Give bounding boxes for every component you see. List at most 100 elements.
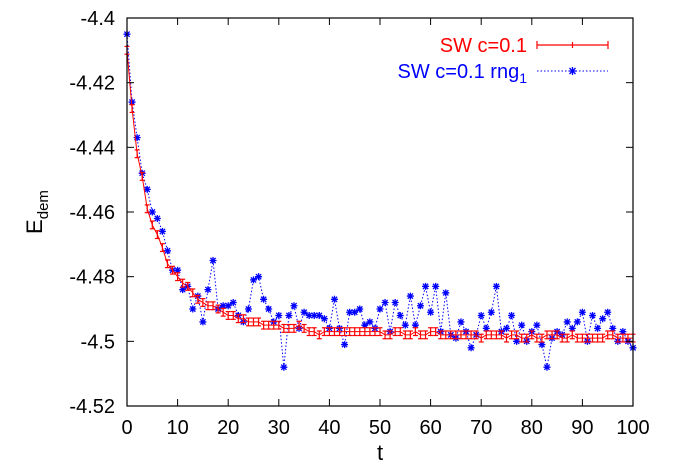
series-rng-point [599,315,607,323]
series-rng-point [422,282,430,290]
series-sw-errorbar [559,333,565,343]
legend-swatches [536,41,609,75]
series-rng-point [609,324,617,332]
series-rng-point [224,302,232,310]
series-rng-point [320,315,328,323]
series-sw-errorbar [595,333,601,343]
series-sw-errorbar [352,327,358,337]
x-tick-label: 10 [166,417,188,439]
series-sw-errorbar [544,330,550,340]
series-sw-errorbar [134,149,140,159]
y-axis-title-sub: dem [35,190,52,219]
series-sw-errorbar [281,323,287,333]
series-rng-point [163,247,171,255]
series-sw-errorbar [342,327,348,337]
series-rng-point [406,292,414,300]
series-rng-point [204,286,212,294]
series-sw-errorbar [175,272,181,282]
series-rng-point [401,321,409,329]
series-sw-errorbar [266,320,272,330]
data-layer [123,30,637,371]
series-rng-point [508,311,516,319]
series-sw-errorbar [524,333,530,343]
series-rng-point [411,321,419,329]
series-sw-errorbar [600,333,606,343]
series-sw-errorbar [331,327,337,337]
series-rng-point [341,341,349,349]
series-rng-point [427,308,435,316]
series-rng-point [391,299,399,307]
series-sw-errorbar [311,327,317,337]
series-rng-point [416,302,424,310]
legend: SW c=0.1 SW c=0.1 rng1 [397,35,609,86]
x-tick-label: 30 [268,417,290,439]
series-rng-point [250,276,257,284]
series-rng-point [189,305,197,313]
series-rng-point [158,227,166,235]
series-rng-point [351,308,359,316]
series-sw-errorbar [367,327,373,337]
series-sw-errorbar [149,220,155,230]
x-tick-label: 70 [470,417,492,439]
series-sw-errorbar [392,327,398,337]
series-sw-errorbar [372,327,378,337]
series-rng-point [265,305,273,313]
series-sw-errorbar [412,327,418,337]
y-tick-label: -4.52 [69,396,115,418]
series-sw-errorbar [240,314,246,324]
series-sw-errorbar [382,330,388,340]
series-sw-errorbar [225,310,231,320]
series-rng-point [381,299,389,307]
series-rng-point [376,305,384,313]
series-rng-point [148,208,156,216]
series-sw-errorbar [296,320,302,330]
series-rng-point [589,311,597,319]
series-rng-point [432,282,440,290]
series-sw-errorbar [463,330,469,340]
x-tick-label: 90 [571,417,593,439]
series-sw-errorbar [423,330,429,340]
series-sw-errorbar [397,327,403,337]
series-sw-errorbar [610,330,616,340]
y-tick-label: -4.48 [69,267,115,289]
series-rng-point [533,321,541,329]
series-rng-point [229,299,237,307]
series-sw-errorbar [321,327,327,337]
series-sw-errorbar [407,330,413,340]
series-rng-point [568,324,576,332]
series-sw-errorbar [488,330,494,340]
series-rng-line [126,34,634,368]
series-sw-errorbar [291,323,297,333]
y-tick-label: -4.5 [81,331,115,353]
series-sw-errorbar [271,320,277,330]
x-axis-title: t [377,440,383,465]
series-sw-errorbar [428,327,434,337]
series-rng-point [255,273,263,281]
series-sw-errorbar [615,333,621,343]
series-rng-point [310,311,318,319]
series-sw-errorbar [519,333,525,343]
series-sw-errorbar [493,330,499,340]
legend-swatch-sw [536,41,609,49]
legend-label-sw-rng: SW c=0.1 rng1 [397,61,527,86]
series-rng-point [219,302,227,310]
series-sw-errorbar [584,333,590,343]
series-sw-errorbar [230,310,236,320]
series-sw-errorbar [326,327,332,337]
series-sw-errorbar [574,333,580,343]
series-rng-point [174,266,182,274]
series-sw-errorbar [195,294,201,304]
series-sw-errorbar [529,330,535,340]
series-sw-errorbar [438,330,444,340]
series-sw-errorbar [569,330,575,340]
series-sw-errorbar [620,333,626,343]
series-rng-point [315,311,323,319]
series-rng-point [604,308,612,316]
series-sw-errorbar [286,323,292,333]
series-sw-errorbar [590,333,596,343]
series-sw-errorbar [448,330,454,340]
series-rng-point [513,337,521,345]
x-tick-label: 40 [318,417,340,439]
series-sw-errorbar [509,330,515,340]
